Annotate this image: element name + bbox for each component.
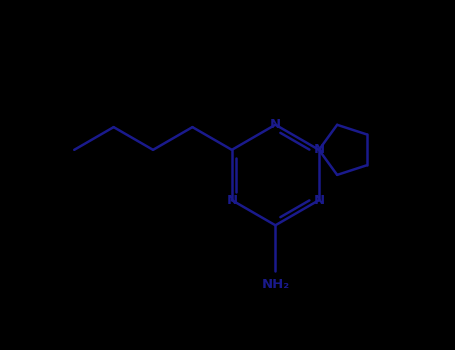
Text: NH₂: NH₂ xyxy=(261,278,289,291)
Text: N: N xyxy=(226,194,238,206)
Text: N: N xyxy=(313,144,324,156)
Text: N: N xyxy=(270,118,281,131)
Text: N: N xyxy=(313,194,324,206)
